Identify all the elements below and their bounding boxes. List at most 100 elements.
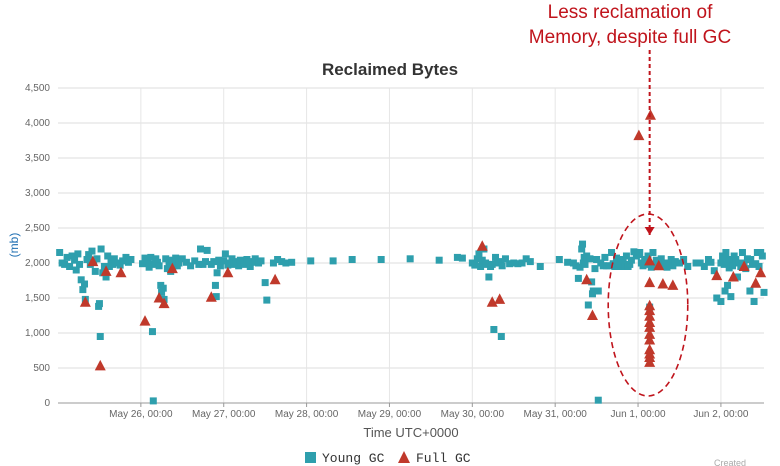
young-gc-point bbox=[755, 263, 763, 270]
young-gc-point bbox=[622, 252, 630, 260]
young-gc-point bbox=[477, 263, 485, 270]
annotation-ellipse bbox=[607, 213, 689, 397]
young-gc-point bbox=[536, 263, 544, 270]
full-gc-point bbox=[644, 334, 656, 345]
young-gc-point bbox=[162, 255, 170, 263]
young-gc-point bbox=[246, 263, 254, 270]
young-gc-point bbox=[680, 256, 688, 263]
young-gc-point bbox=[684, 263, 692, 270]
young-gc-point bbox=[377, 256, 385, 263]
full-gc-point bbox=[644, 304, 656, 316]
young-gc-point bbox=[700, 263, 708, 270]
young-gc-point bbox=[760, 288, 768, 296]
young-gc-point bbox=[77, 276, 85, 284]
young-gc-point bbox=[572, 262, 580, 270]
young-gc-point bbox=[56, 249, 64, 256]
young-gc-point bbox=[627, 256, 635, 264]
young-gc-point bbox=[63, 253, 71, 261]
x-axis-ticks: May 26, 00:00 May 27, 00:00 May 28, 00:00 M… bbox=[58, 402, 764, 420]
young-gc-point bbox=[710, 267, 718, 275]
series-full-gc bbox=[79, 109, 767, 371]
young-gc-point bbox=[81, 280, 89, 288]
young-gc-point bbox=[721, 287, 729, 295]
young-gc-point bbox=[747, 256, 755, 263]
y-tick-label: 1,500 bbox=[25, 293, 50, 304]
young-gc-point bbox=[215, 256, 223, 264]
legend-young-gc-label[interactable]: Young GC bbox=[322, 451, 385, 466]
young-gc-point bbox=[522, 255, 530, 263]
young-gc-point bbox=[593, 256, 601, 263]
x-tick-label: May 27, 00:00 bbox=[192, 409, 256, 420]
full-gc-point bbox=[139, 315, 151, 326]
young-gc-point bbox=[191, 257, 199, 265]
full-gc-point bbox=[476, 240, 488, 251]
young-gc-point bbox=[66, 263, 74, 270]
x-axis-label: Time UTC+0000 bbox=[363, 425, 458, 440]
young-gc-point bbox=[93, 255, 101, 263]
full-gc-point bbox=[205, 291, 217, 302]
young-gc-point bbox=[758, 252, 766, 260]
young-gc-point bbox=[261, 279, 269, 287]
young-gc-point bbox=[738, 249, 746, 256]
young-gc-point bbox=[116, 261, 124, 269]
young-gc-point bbox=[608, 249, 616, 256]
young-gc-point bbox=[649, 249, 657, 256]
young-gc-point bbox=[586, 255, 594, 263]
young-gc-point bbox=[707, 258, 715, 266]
young-gc-point bbox=[79, 286, 87, 294]
young-gc-point bbox=[458, 254, 466, 262]
gridlines bbox=[58, 87, 764, 404]
full-gc-point bbox=[586, 309, 598, 320]
legend[interactable]: Young GC Full GC bbox=[305, 451, 471, 466]
young-gc-point bbox=[435, 256, 443, 264]
young-gc-point bbox=[729, 262, 737, 270]
young-gc-point bbox=[717, 298, 725, 305]
full-gc-point bbox=[644, 328, 656, 339]
full-gc-point bbox=[166, 262, 178, 274]
young-gc-point bbox=[667, 256, 675, 263]
young-gc-point bbox=[288, 258, 296, 266]
legend-full-gc-label[interactable]: Full GC bbox=[416, 451, 471, 466]
young-gc-point bbox=[127, 256, 135, 263]
young-gc-point bbox=[501, 255, 509, 263]
young-gc-point bbox=[579, 240, 587, 248]
young-gc-point bbox=[746, 287, 754, 295]
young-gc-point bbox=[159, 284, 167, 292]
young-gc-point bbox=[591, 265, 599, 273]
young-gc-point bbox=[496, 258, 504, 266]
young-gc-point bbox=[594, 396, 602, 404]
y-tick-label: 3,500 bbox=[25, 153, 50, 164]
young-gc-point bbox=[329, 257, 337, 265]
young-gc-point bbox=[68, 252, 76, 260]
young-gc-point bbox=[240, 260, 248, 268]
young-gc-point bbox=[574, 274, 582, 282]
young-gc-point bbox=[518, 259, 526, 267]
young-gc-point bbox=[110, 255, 118, 263]
young-gc-point bbox=[497, 333, 505, 340]
full-gc-point bbox=[738, 260, 750, 271]
young-gc-point bbox=[155, 262, 163, 270]
young-gc-point bbox=[588, 278, 596, 286]
y-tick-label: 0 bbox=[44, 398, 50, 409]
young-gc-point bbox=[473, 255, 481, 263]
young-gc-point bbox=[212, 293, 220, 301]
young-gc-point bbox=[475, 250, 483, 258]
y-tick-label: 4,500 bbox=[25, 83, 50, 94]
young-gc-point bbox=[232, 258, 240, 266]
young-gc-point bbox=[724, 281, 732, 289]
young-gc-point bbox=[201, 258, 209, 266]
young-gc-point bbox=[578, 245, 586, 253]
young-gc-point bbox=[713, 294, 721, 302]
footer-text: Created bbox=[714, 458, 746, 466]
young-gc-point bbox=[211, 281, 219, 289]
young-gc-point bbox=[727, 293, 735, 301]
young-gc-point bbox=[348, 256, 356, 263]
full-gc-point bbox=[644, 356, 656, 367]
young-gc-point bbox=[692, 259, 700, 267]
full-gc-point bbox=[657, 278, 669, 289]
full-gc-point bbox=[727, 271, 739, 282]
young-gc-point bbox=[197, 245, 205, 253]
y-tick-label: 1,000 bbox=[25, 328, 50, 339]
young-gc-point bbox=[71, 256, 79, 264]
